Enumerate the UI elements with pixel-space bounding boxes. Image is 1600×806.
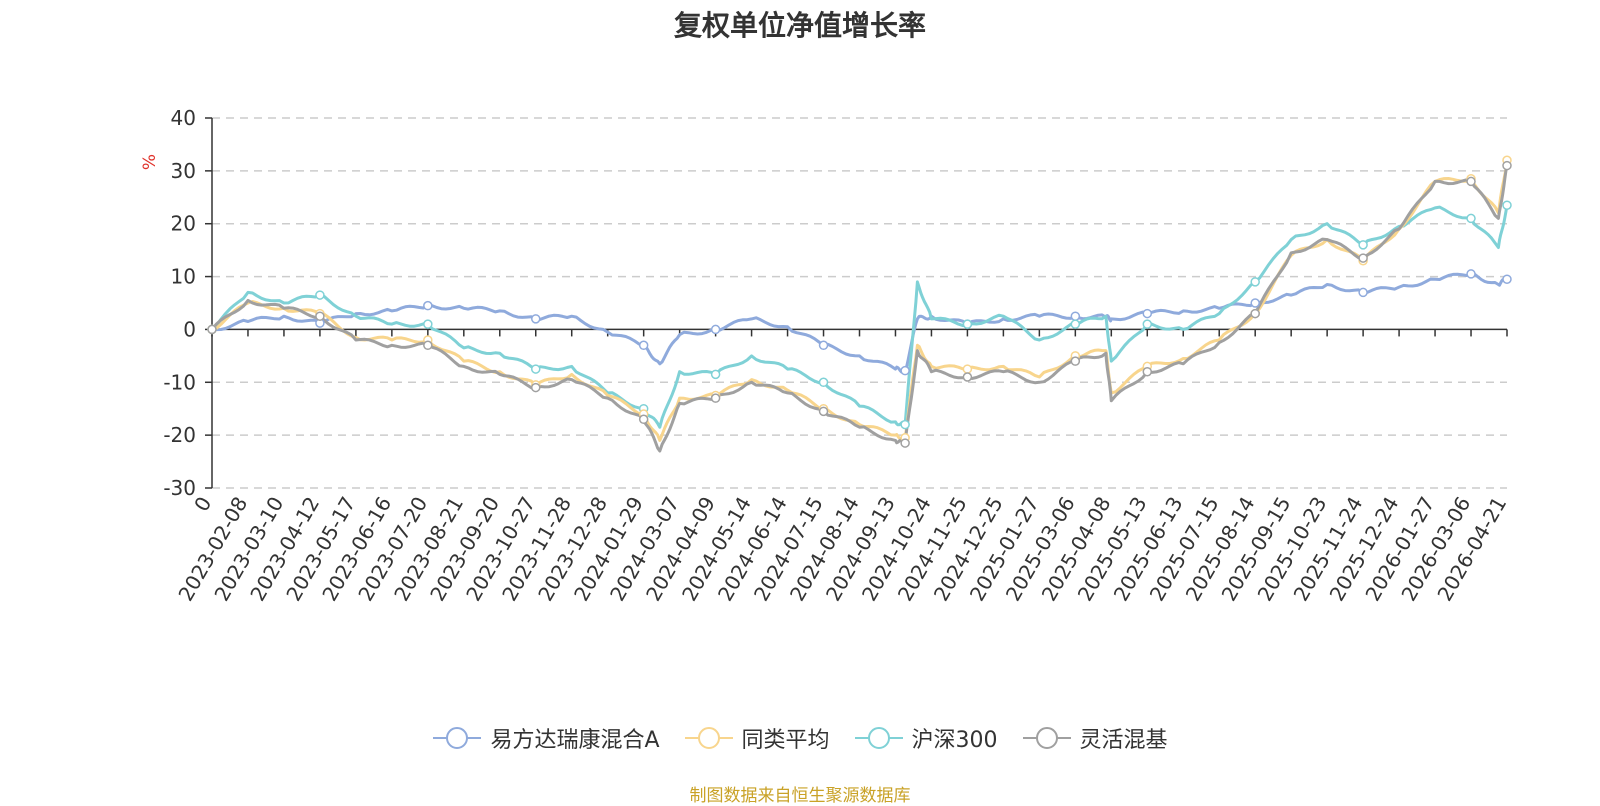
legend-item-3[interactable]: 灵活混基: [1022, 722, 1168, 754]
y-tick-label: -10: [163, 370, 196, 394]
y-tick-label: 40: [171, 106, 196, 130]
series-point-0: [818, 340, 829, 351]
series-point-0: [531, 314, 541, 324]
series-point-2: [900, 419, 910, 430]
series-point-2: [1250, 277, 1260, 287]
series-point-0: [1250, 298, 1260, 308]
series-point-2: [1502, 200, 1512, 210]
legend-line-circle-icon: [854, 727, 903, 749]
y-tick-label: 30: [171, 159, 196, 183]
legend-label: 易方达瑞康混合A: [490, 728, 660, 753]
series-point-3: [818, 406, 829, 417]
legend-line-circle-icon: [1022, 727, 1071, 749]
legend: 易方达瑞康混合A 同类平均 沪深300 灵活混基: [0, 722, 1600, 754]
series-point-2: [1142, 319, 1153, 329]
source-note: 制图数据来自恒生聚源数据库: [689, 786, 911, 806]
legend-label: 灵活混基: [1079, 728, 1168, 753]
series-point-0: [638, 340, 649, 351]
grid-lines: [212, 117, 1507, 489]
y-tick-label: 0: [183, 317, 196, 341]
series-line-0: [211, 272, 1509, 374]
series-line-3: [210, 165, 1509, 453]
series-line-1: [211, 160, 1509, 442]
series-point-0: [710, 324, 721, 335]
axes: 403020100-10-20-3002023-02-082023-03-102…: [163, 106, 1511, 605]
y-tick-label: -30: [163, 476, 196, 500]
series-point-0: [1358, 287, 1368, 298]
y-axis-unit-label: %: [140, 154, 160, 170]
series-point-2: [531, 364, 541, 374]
series-point-3: [315, 311, 325, 321]
series-point-0: [423, 300, 433, 311]
chart-title: 复权单位净值增长率: [673, 9, 926, 42]
y-tick-label: 20: [171, 212, 196, 236]
series-line-2: [210, 204, 1509, 429]
series-point-3: [710, 393, 721, 403]
series-point-3: [1070, 356, 1081, 366]
series-point-2: [1070, 319, 1081, 329]
series-lines: [210, 160, 1509, 453]
series-point-2: [1466, 213, 1476, 224]
x-tick-label: 0: [189, 493, 216, 516]
series-point-3: [638, 414, 649, 425]
series-point-2: [423, 319, 433, 329]
series-point-3: [900, 438, 910, 448]
series-point-3: [423, 340, 433, 351]
series-point-3: [207, 324, 217, 335]
series-markers: [207, 155, 1512, 448]
legend-item-2[interactable]: 沪深300: [854, 722, 998, 754]
series-point-2: [315, 290, 325, 300]
legend-item-1[interactable]: 同类平均: [684, 722, 830, 754]
series-point-0: [900, 365, 910, 376]
series-point-0: [1466, 269, 1476, 279]
series-point-1: [962, 364, 973, 374]
legend-line-circle-icon: [684, 727, 733, 749]
series-point-3: [1502, 160, 1512, 171]
legend-label: 同类平均: [741, 728, 830, 753]
legend-label: 沪深300: [911, 728, 998, 753]
y-tick-label: 10: [171, 265, 196, 289]
series-point-3: [962, 372, 973, 382]
series-point-3: [531, 382, 541, 393]
series-point-3: [1358, 253, 1368, 263]
series-point-2: [1358, 240, 1368, 250]
series-point-2: [710, 369, 721, 380]
series-point-3: [1250, 308, 1260, 319]
series-point-3: [1466, 176, 1476, 187]
series-point-3: [1142, 366, 1153, 377]
series-point-2: [962, 319, 973, 329]
legend-item-0[interactable]: 易方达瑞康混合A: [432, 722, 660, 754]
y-tick-label: -20: [163, 423, 196, 447]
series-point-0: [1142, 308, 1153, 319]
legend-line-circle-icon: [433, 727, 482, 749]
series-point-0: [1070, 311, 1081, 321]
series-point-2: [818, 377, 829, 388]
series-point-0: [1502, 274, 1512, 284]
